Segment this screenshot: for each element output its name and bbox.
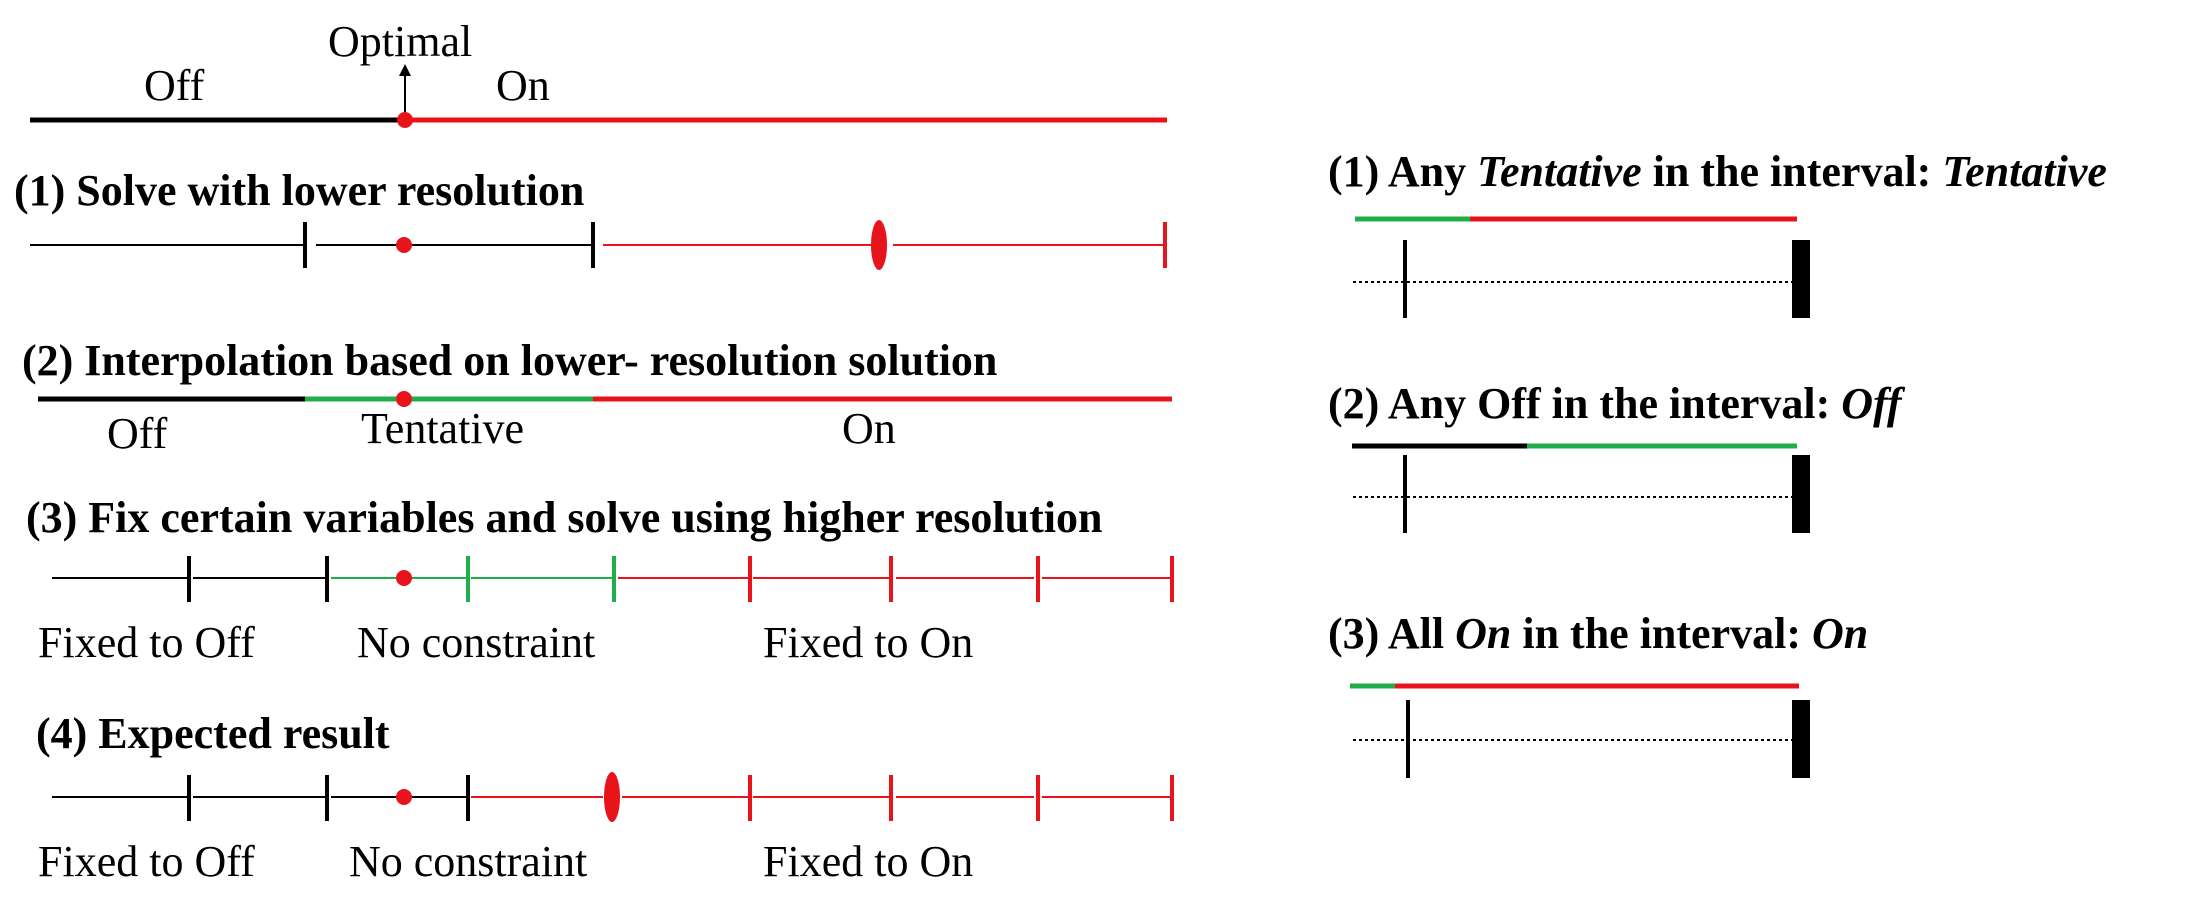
rule-2-text: (2) Any Off in the interval: Off: [1328, 379, 1906, 428]
step2-optimal-point: [396, 391, 412, 407]
rule-1: (1) Any Tentative in the interval: Tenta…: [1328, 147, 2107, 318]
step3-optimal-point: [396, 570, 412, 586]
step1-optimal-point: [396, 237, 412, 253]
rule-1-interval-end: [1792, 240, 1810, 318]
top-on-label: On: [496, 61, 550, 110]
step4-title: (4) Expected result: [36, 709, 390, 758]
step4-no-constraint-label: No constraint: [349, 837, 587, 886]
step1-row: (1) Solve with lower resolution: [14, 166, 1167, 270]
step3-no-constraint-label: No constraint: [357, 618, 595, 667]
step4-solution-marker: [604, 772, 620, 822]
rule-3-interval-end: [1792, 700, 1810, 778]
optimal-point: [397, 112, 413, 128]
rule-1-text: (1) Any Tentative in the interval: Tenta…: [1328, 147, 2107, 196]
step2-off-label: Off: [107, 409, 168, 458]
optimal-label: Optimal: [328, 17, 472, 66]
top-timeline: Optimal Off On: [30, 17, 1167, 128]
step1-title: (1) Solve with lower resolution: [14, 166, 584, 215]
step3-row: (3) Fix certain variables and solve usin…: [26, 493, 1174, 667]
rule-2: (2) Any Off in the interval: Off: [1328, 379, 1906, 533]
rule-3: (3) All On in the interval: On: [1328, 609, 1868, 778]
step4-row: (4) Expected result Fixed to Off No cons…: [36, 709, 1174, 886]
step2-on-label: On: [842, 404, 896, 453]
step3-fixed-on-label: Fixed to On: [763, 618, 973, 667]
step1-solution-marker: [871, 220, 887, 270]
step2-row: (2) Interpolation based on lower- resolu…: [22, 336, 1172, 458]
step4-fixed-on-label: Fixed to On: [763, 837, 973, 886]
step4-fixed-off-label: Fixed to Off: [38, 837, 255, 886]
rule-2-interval-end: [1792, 455, 1810, 533]
step2-title: (2) Interpolation based on lower- resolu…: [22, 336, 997, 385]
step4-optimal-point: [396, 789, 412, 805]
step3-fixed-off-label: Fixed to Off: [38, 618, 255, 667]
top-off-label: Off: [144, 61, 205, 110]
optimal-arrow-head: [399, 64, 411, 76]
step3-title: (3) Fix certain variables and solve usin…: [26, 493, 1102, 542]
rule-3-text: (3) All On in the interval: On: [1328, 609, 1868, 658]
step2-tentative-label: Tentative: [361, 404, 524, 453]
